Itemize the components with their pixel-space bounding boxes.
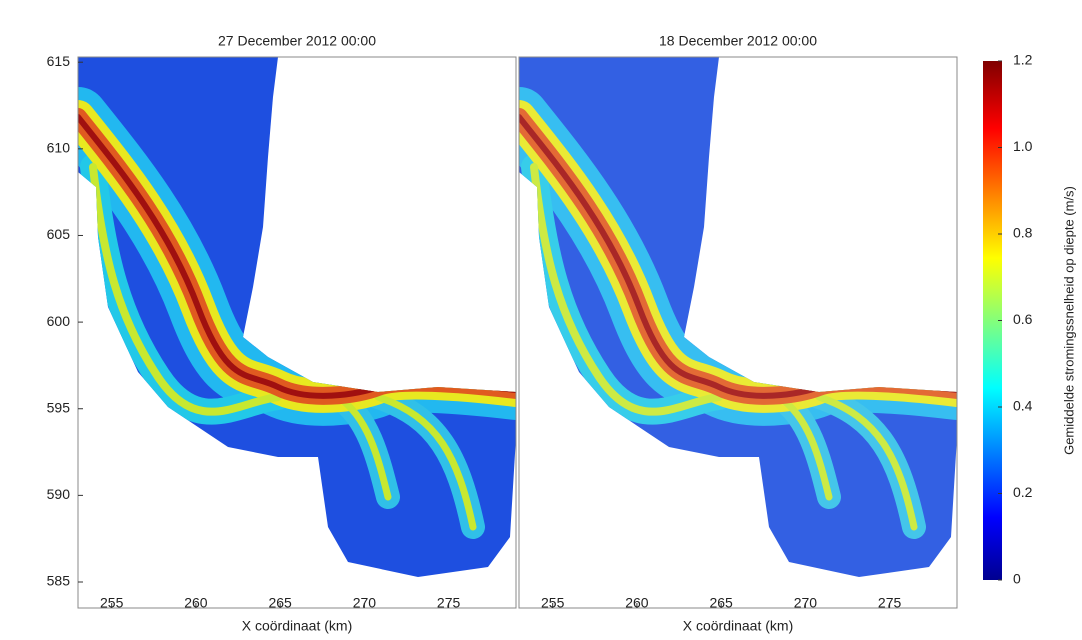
x-tick-label: 275 <box>437 595 461 611</box>
colorbar-label: Gemiddelde stromingssnelheid op diepte (… <box>1061 186 1076 455</box>
x-tick-label: 260 <box>184 595 208 611</box>
x-axis-label: X coördinaat (km) <box>683 618 793 634</box>
x-tick-label: 255 <box>100 595 124 611</box>
x-tick-label: 260 <box>625 595 649 611</box>
x-tick-label: 270 <box>794 595 818 611</box>
y-tick-label: 595 <box>47 399 71 415</box>
x-tick-label: 265 <box>709 595 733 611</box>
colorbar-tick-label: 1.2 <box>1013 52 1033 68</box>
colorbar-tick-label: 0.8 <box>1013 225 1033 241</box>
y-tick-label: 590 <box>47 486 71 502</box>
y-tick-label: 605 <box>47 226 71 242</box>
x-tick-label: 275 <box>878 595 902 611</box>
colorbar-tick-label: 0.2 <box>1013 484 1033 500</box>
y-tick-label: 600 <box>47 313 71 329</box>
figure: 27 December 2012 00:00X coördinaat (km)2… <box>0 0 1082 635</box>
x-tick-label: 270 <box>353 595 377 611</box>
chart-title: 18 December 2012 00:00 <box>659 33 817 49</box>
x-axis-label: X coördinaat (km) <box>242 618 352 634</box>
y-tick-label: 585 <box>47 573 71 589</box>
x-tick-label: 265 <box>268 595 292 611</box>
y-tick-label: 615 <box>47 53 71 69</box>
colorbar-tick-label: 1.0 <box>1013 138 1033 154</box>
colorbar-tick-label: 0.6 <box>1013 311 1033 327</box>
x-tick-label: 255 <box>541 595 565 611</box>
chart-title: 27 December 2012 00:00 <box>218 33 376 49</box>
colorbar-tick-label: 0 <box>1013 571 1021 587</box>
y-tick-label: 610 <box>47 140 71 156</box>
colorbar-tick-label: 0.4 <box>1013 398 1033 414</box>
